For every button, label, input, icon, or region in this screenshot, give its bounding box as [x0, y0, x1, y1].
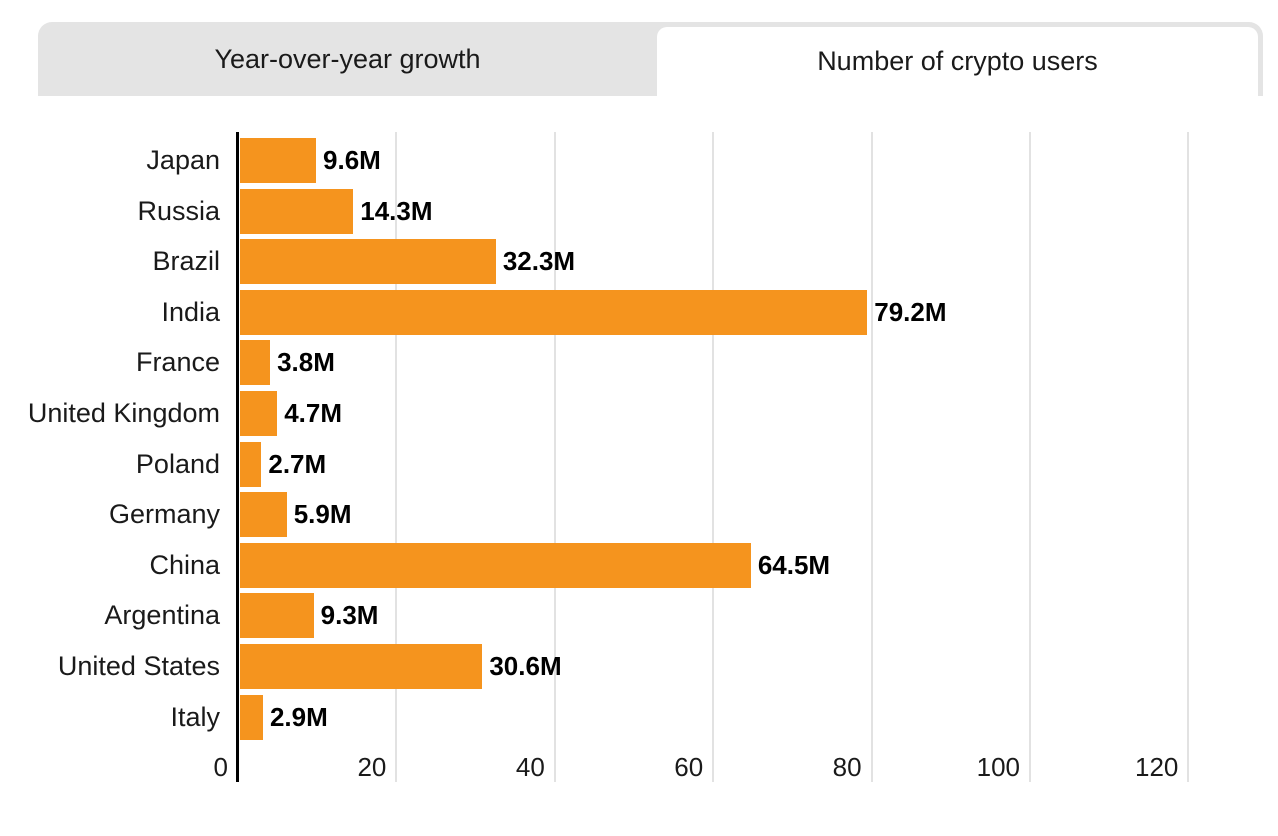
bar-china — [240, 542, 751, 588]
gridline-20 — [395, 132, 398, 782]
x-tick-label: 0 — [213, 752, 228, 782]
category-label: Russia — [137, 195, 220, 226]
gridline-40 — [553, 132, 556, 782]
value-label: 5.9M — [293, 499, 352, 530]
bar-italy — [240, 694, 263, 740]
bar-united-kingdom — [240, 391, 278, 436]
value-label: 4.7M — [284, 398, 343, 428]
value-label: 30.6M — [489, 651, 562, 681]
bar-russia — [240, 188, 354, 234]
category-label: Germany — [108, 499, 220, 530]
category-label: Japan — [146, 145, 220, 175]
gridline-80 — [870, 132, 873, 782]
bar-india — [240, 289, 868, 335]
category-label: Argentina — [104, 600, 220, 631]
bar-chart: Japan 9.6M Russia 14.3M Brazil 32.3M India 79.2… — [0, 100, 1278, 836]
category-label: Brazil — [152, 246, 220, 277]
category-label: United States — [57, 651, 220, 681]
value-label: 64.5M — [757, 549, 831, 580]
gridline-60 — [712, 132, 715, 782]
category-label: China — [149, 549, 220, 580]
value-label: 79.2M — [874, 296, 947, 327]
tab-number-of-crypto-users-label: Number of crypto users — [817, 46, 1098, 76]
bar-germany — [240, 492, 287, 538]
value-label: 3.8M — [277, 347, 335, 378]
category-label: France — [135, 347, 220, 378]
bar-japan — [240, 138, 316, 183]
x-tick-label: 60 — [674, 752, 704, 782]
value-label: 2.9M — [269, 701, 328, 732]
value-label: 9.6M — [323, 145, 381, 175]
bar-france — [240, 340, 271, 386]
category-label: Poland — [135, 448, 220, 479]
bar-poland — [240, 441, 262, 487]
bar-brazil — [240, 239, 496, 285]
category-label: United Kingdom — [27, 398, 220, 428]
x-tick-label: 120 — [1135, 752, 1179, 782]
bar-united-states — [240, 644, 483, 689]
gridline-100 — [1029, 132, 1031, 782]
x-tick-label: 80 — [832, 752, 862, 782]
x-tick-label: 100 — [976, 752, 1020, 782]
category-label: India — [161, 296, 220, 327]
tab-year-over-year-growth-label: Year-over-year growth — [214, 43, 481, 74]
value-label: 2.7M — [268, 448, 327, 479]
value-label: 32.3M — [502, 246, 576, 277]
y-axis-line — [236, 132, 239, 782]
value-label: 9.3M — [320, 600, 379, 631]
bar-argentina — [240, 593, 314, 639]
x-tick-label: 40 — [515, 752, 545, 782]
tab-year-over-year-growth[interactable]: Year-over-year growth — [38, 22, 657, 96]
gridline-120 — [1187, 132, 1190, 782]
value-label: 14.3M — [360, 195, 433, 226]
category-label: Italy — [170, 701, 220, 732]
x-tick-label: 20 — [357, 752, 387, 782]
tab-number-of-crypto-users[interactable]: Number of crypto users — [657, 27, 1258, 96]
chart-tabs: Year-over-year growth Number of crypto u… — [38, 22, 1263, 96]
